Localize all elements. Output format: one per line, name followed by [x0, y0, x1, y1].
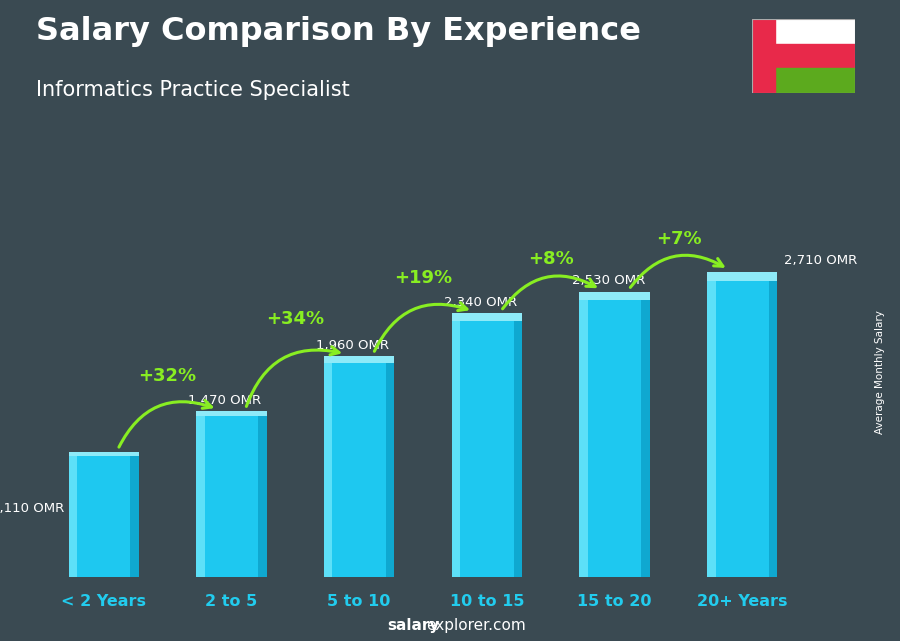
Bar	[68, 452, 139, 456]
Bar	[196, 412, 266, 416]
Bar	[770, 272, 778, 577]
Bar	[324, 356, 332, 577]
Text: Salary Comparison By Experience: Salary Comparison By Experience	[36, 16, 641, 47]
Bar	[514, 313, 522, 577]
Text: 2,340 OMR: 2,340 OMR	[444, 296, 517, 309]
Text: explorer.com: explorer.com	[427, 619, 526, 633]
Text: 2,710 OMR: 2,710 OMR	[784, 254, 857, 267]
Bar	[707, 272, 778, 281]
Bar	[580, 292, 650, 577]
Bar	[580, 292, 650, 301]
Bar	[752, 19, 855, 44]
Text: Average Monthly Salary: Average Monthly Salary	[875, 310, 886, 434]
Bar	[752, 19, 775, 93]
Bar	[707, 272, 778, 577]
Bar	[580, 292, 588, 577]
Text: Informatics Practice Specialist: Informatics Practice Specialist	[36, 80, 350, 100]
Bar	[752, 44, 855, 69]
Bar	[196, 412, 266, 577]
Bar	[452, 313, 460, 577]
Text: 1,960 OMR: 1,960 OMR	[316, 338, 389, 351]
Bar	[324, 356, 394, 577]
Bar	[68, 452, 139, 577]
Bar	[258, 412, 266, 577]
Text: +19%: +19%	[394, 269, 452, 287]
Bar	[386, 356, 394, 577]
Bar	[452, 313, 522, 321]
Text: 1,110 OMR: 1,110 OMR	[0, 502, 65, 515]
Text: salary: salary	[387, 619, 439, 633]
Text: +34%: +34%	[266, 310, 324, 328]
Bar	[452, 313, 522, 577]
Text: 2,530 OMR: 2,530 OMR	[572, 274, 645, 287]
Bar	[130, 452, 139, 577]
Text: +32%: +32%	[139, 367, 196, 385]
Bar	[707, 272, 716, 577]
Bar	[752, 69, 855, 93]
Text: 1,470 OMR: 1,470 OMR	[188, 394, 262, 407]
Bar	[196, 412, 204, 577]
Bar	[68, 452, 76, 577]
Text: +8%: +8%	[528, 251, 573, 269]
Bar	[324, 356, 394, 363]
Text: +7%: +7%	[656, 230, 701, 248]
Bar	[642, 292, 650, 577]
